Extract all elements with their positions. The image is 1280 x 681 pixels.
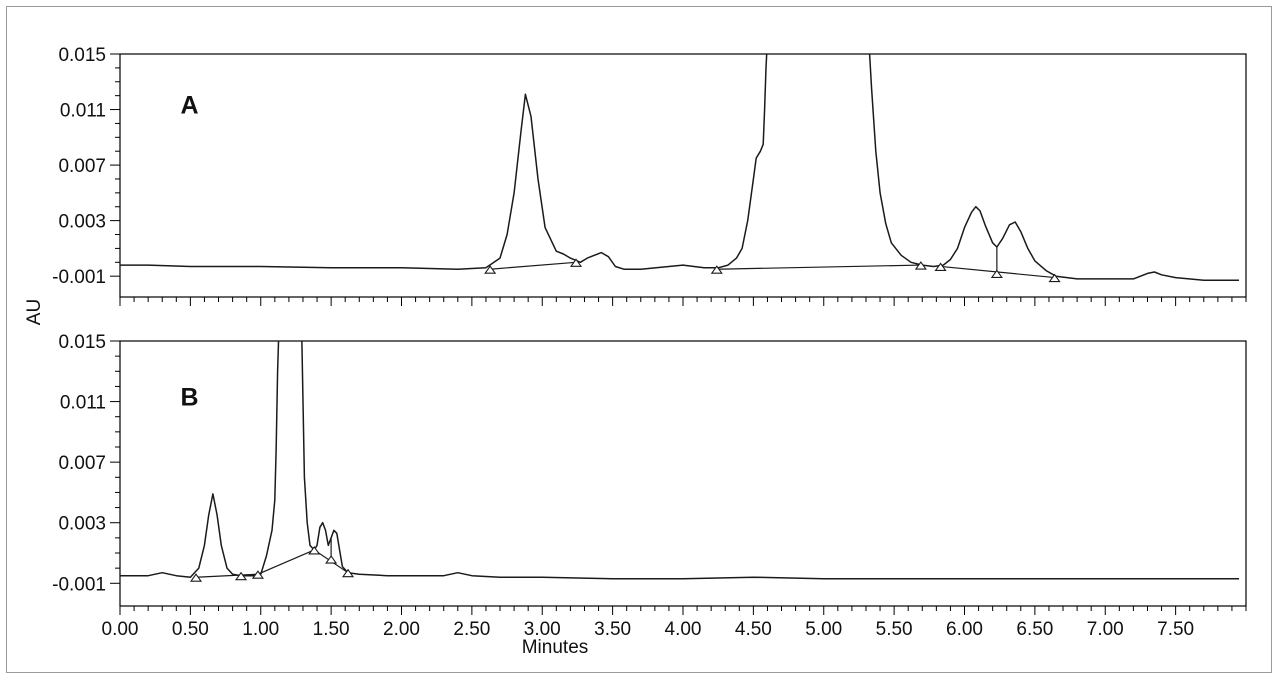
figure-frame [6,6,1272,673]
y-tick-label: 0.007 [58,453,106,474]
peak-marker [710,265,723,274]
x-tick-label: 6.50 [1016,619,1053,640]
x-tick-label: 3.50 [594,619,631,640]
integration-baseline [490,261,577,270]
peak-marker [308,546,321,555]
panel-b: -0.001 0.003 0.007 0.011 0.015 B 0.00 0.50 1.00 1… [52,332,1247,640]
integration-baseline [195,573,258,578]
x-tick-label: 0.00 [102,619,139,640]
x-tick-label: 7.50 [1157,619,1194,640]
y-tick-label: 0.003 [58,514,106,535]
y-tick-label: 0.015 [58,332,106,353]
peak-marker [990,269,1003,278]
x-tick-label: 4.50 [735,619,772,640]
y-tick-label: 0.015 [58,45,106,66]
peak-marker [569,258,583,267]
peak-marker [484,265,497,274]
y-tick-label: 0.011 [60,393,106,414]
x-axis-title: Minutes [522,637,589,658]
x-tick-label: 5.00 [805,619,842,640]
peak-marker [341,568,355,578]
x-tick-label: 6.00 [946,619,983,640]
peak-marker [914,261,927,270]
x-tick-label: 1.50 [313,619,350,640]
y-tick-label: -0.001 [52,574,106,595]
x-tick-label: 4.00 [665,619,702,640]
x-tick-label: 7.00 [1087,619,1124,640]
x-tick-label: 0.50 [172,619,209,640]
y-axis-title: AU [24,299,45,325]
peak-marker [934,262,947,272]
peak-marker [251,570,265,579]
x-tick-label: 2.00 [383,619,420,640]
chromatogram-trace [120,54,1239,282]
x-tick-label: 5.50 [876,619,913,640]
plot-area-frame [119,340,1247,607]
integration-baseline [716,264,921,270]
peak-marker [189,573,203,582]
x-tick-label: 1.00 [242,619,279,640]
chromatogram-trace [120,341,1239,580]
panel-label-b: B [181,384,199,412]
y-tick-label: 0.011 [60,101,106,122]
y-tick-label: 0.003 [58,212,106,233]
peak-marker [234,571,248,581]
y-tick-label: -0.001 [52,267,106,288]
panel-label-a: A [181,92,199,120]
plot-area-frame [119,53,1247,298]
x-tick-label: 3.00 [524,619,561,640]
integration-baseline [257,549,315,575]
peak-marker [325,555,338,564]
plot-content [120,341,1239,582]
peak-marker [1048,273,1061,283]
y-tick-label: 0.007 [58,156,106,177]
x-tick-label: 2.50 [453,619,490,640]
panel-a: -0.001 0.003 0.007 0.011 0.015 A [52,45,1247,306]
plot-content [120,54,1239,283]
